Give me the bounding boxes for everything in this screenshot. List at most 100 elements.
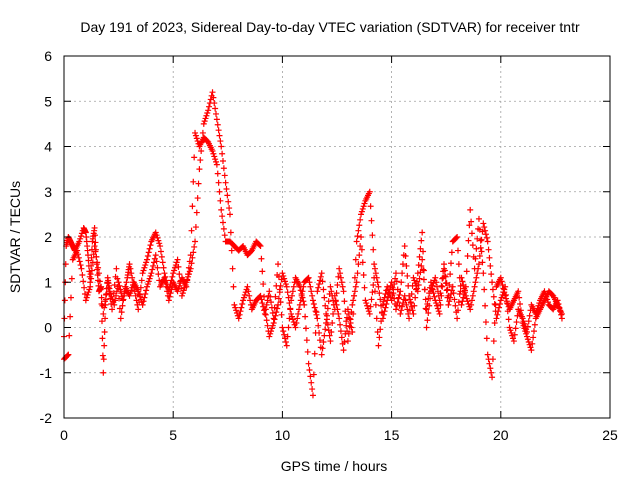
data-point-trace xyxy=(271,304,278,311)
data-point-trace xyxy=(269,310,276,317)
data-point xyxy=(91,224,98,231)
data-point-trace xyxy=(463,268,470,275)
data-point xyxy=(414,270,421,277)
data-point-trace xyxy=(262,311,269,318)
data-point-trace xyxy=(263,317,270,324)
data-point-trace xyxy=(399,261,406,268)
data-point xyxy=(257,243,264,250)
data-point-trace xyxy=(109,298,116,305)
data-point-trace xyxy=(354,233,361,240)
data-point xyxy=(235,315,242,322)
y-tick-label: -2 xyxy=(40,410,53,426)
data-point-trace xyxy=(78,230,85,237)
data-point-trace xyxy=(457,282,464,289)
data-point xyxy=(489,374,496,381)
data-point-trace xyxy=(486,360,493,367)
data-point-trace xyxy=(382,291,389,298)
data-point xyxy=(497,297,504,304)
data-point-trace xyxy=(321,332,328,339)
data-point-trace xyxy=(176,271,183,278)
data-point-trace xyxy=(416,253,423,260)
data-point-trace xyxy=(330,297,337,304)
data-point xyxy=(375,342,382,349)
data-point-trace xyxy=(477,244,484,251)
data-point xyxy=(318,270,325,277)
data-point-trace xyxy=(88,262,95,269)
data-point-trace xyxy=(144,281,151,288)
data-point-trace xyxy=(381,294,388,301)
data-point-trace xyxy=(242,289,249,296)
data-point-trace xyxy=(92,248,99,255)
data-point-trace xyxy=(356,222,363,229)
data-point-trace xyxy=(425,295,432,302)
data-point-trace xyxy=(185,271,192,278)
data-point-trace xyxy=(77,235,84,242)
data-point-trace xyxy=(526,312,533,319)
data-point-trace xyxy=(530,334,537,341)
data-point-trace xyxy=(368,296,375,303)
data-point-trace xyxy=(276,289,283,296)
data-point-trace xyxy=(332,298,339,305)
data-point-trace xyxy=(116,305,123,312)
data-point-trace xyxy=(369,232,376,239)
y-tick-label: 3 xyxy=(44,184,52,200)
data-point-trace xyxy=(344,314,351,321)
data-point-trace xyxy=(356,252,363,259)
data-point-trace xyxy=(290,283,297,290)
data-point-trace xyxy=(96,278,103,285)
data-point-trace xyxy=(490,338,497,345)
data-point-trace xyxy=(81,291,88,298)
data-point-trace xyxy=(195,180,202,187)
data-point-trace xyxy=(333,290,340,297)
data-point xyxy=(384,283,391,290)
data-point-trace xyxy=(455,261,462,268)
data-point-trace xyxy=(191,154,198,161)
data-point xyxy=(178,292,185,299)
data-point xyxy=(174,256,181,263)
data-point-trace xyxy=(425,310,432,317)
data-point-trace xyxy=(487,365,494,372)
data-point-trace xyxy=(413,282,420,289)
data-point-trace xyxy=(216,132,223,139)
data-point-trace xyxy=(264,322,271,329)
data-point-trace xyxy=(558,311,565,318)
data-point-trace xyxy=(293,319,300,326)
data-point-trace xyxy=(269,322,276,329)
data-point-trace xyxy=(272,293,279,300)
data-point-trace xyxy=(557,308,564,315)
data-point-trace xyxy=(329,319,336,326)
data-point-trace xyxy=(168,286,175,293)
data-point-trace xyxy=(285,324,292,331)
data-point-trace xyxy=(76,258,83,265)
data-point-trace xyxy=(474,235,481,242)
data-point-trace xyxy=(325,298,332,305)
axis-ticks: 0 5 10 15 20 25 -2 -1 0 1 2 3 4 5 6 xyxy=(40,48,618,443)
data-point-trace xyxy=(100,356,107,363)
data-point-trace xyxy=(487,262,494,269)
data-point-trace xyxy=(482,319,489,326)
data-point-trace xyxy=(372,265,379,272)
data-point-trace xyxy=(140,298,147,305)
data-point-trace xyxy=(304,275,311,282)
data-point xyxy=(222,179,229,186)
data-point-trace xyxy=(118,309,125,316)
grid xyxy=(64,56,610,418)
data-point-trace xyxy=(421,286,428,293)
data-point-trace xyxy=(127,265,134,272)
data-point-trace xyxy=(141,264,148,271)
data-point xyxy=(506,324,513,331)
data-point-trace xyxy=(146,275,153,282)
data-point xyxy=(467,306,474,313)
data-point xyxy=(218,143,225,150)
data-point-trace xyxy=(521,320,528,327)
data-point-trace xyxy=(303,337,310,344)
data-point-trace xyxy=(420,248,427,255)
data-point-trace xyxy=(223,186,230,193)
data-point-trace xyxy=(237,308,244,315)
data-point-trace xyxy=(359,205,366,212)
data-point-trace xyxy=(501,286,508,293)
data-point xyxy=(358,234,365,240)
data-point-trace xyxy=(357,216,364,223)
data-point-trace xyxy=(416,275,423,282)
data-point-trace xyxy=(488,369,495,376)
